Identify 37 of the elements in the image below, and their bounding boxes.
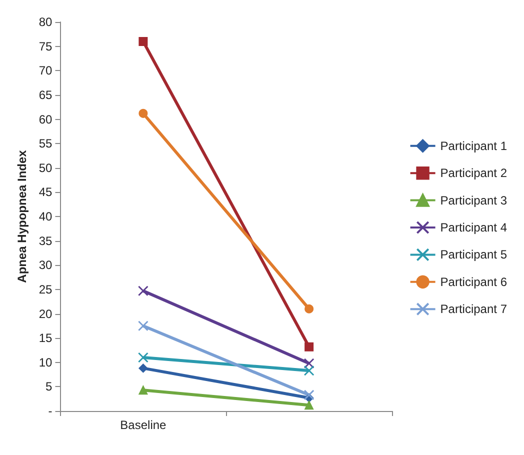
legend-label: Participant 1 <box>440 138 508 153</box>
point <box>304 304 314 314</box>
point <box>304 342 314 352</box>
y-tick-label: 80 <box>38 15 53 29</box>
point <box>138 364 148 373</box>
y-tick-label: 45 <box>38 185 53 200</box>
legend-label: Participant 3 <box>440 193 508 208</box>
y-tick-label: 55 <box>38 136 53 151</box>
legend-label: Participant 5 <box>440 248 508 262</box>
y-tick-label: 10 <box>38 355 53 370</box>
y-tick-label: 25 <box>38 282 53 296</box>
y-tick-label: 20 <box>38 306 53 321</box>
point <box>304 390 314 400</box>
point <box>138 108 148 118</box>
y-tick-label: 65 <box>38 88 53 102</box>
point <box>138 36 148 46</box>
legend-label: Participant 7 <box>440 302 508 316</box>
legend-label: Participant 4 <box>440 220 508 234</box>
y-tick-label: 40 <box>38 210 53 224</box>
point <box>138 320 148 332</box>
point <box>138 352 148 363</box>
x-tick-label: Baseline <box>120 418 167 432</box>
y-tick-label: 50 <box>38 160 53 175</box>
y-tick-label: 15 <box>38 331 53 346</box>
legend-label: Participant 6 <box>440 274 508 289</box>
y-tick-label: 5 <box>46 380 53 394</box>
y-tick-label: 35 <box>38 234 53 248</box>
y-tick-label: 30 <box>38 258 53 272</box>
y-tick-label: 60 <box>38 112 53 126</box>
point <box>138 286 148 296</box>
y-tick-label: 70 <box>38 64 53 78</box>
y-tick-label: - <box>48 404 52 418</box>
point <box>304 365 314 376</box>
y-axis-title: Apnea Hypopnea Index <box>15 150 29 283</box>
legend-label: Participant 2 <box>440 166 508 180</box>
point <box>304 358 314 369</box>
y-tick-label: 75 <box>38 39 53 54</box>
